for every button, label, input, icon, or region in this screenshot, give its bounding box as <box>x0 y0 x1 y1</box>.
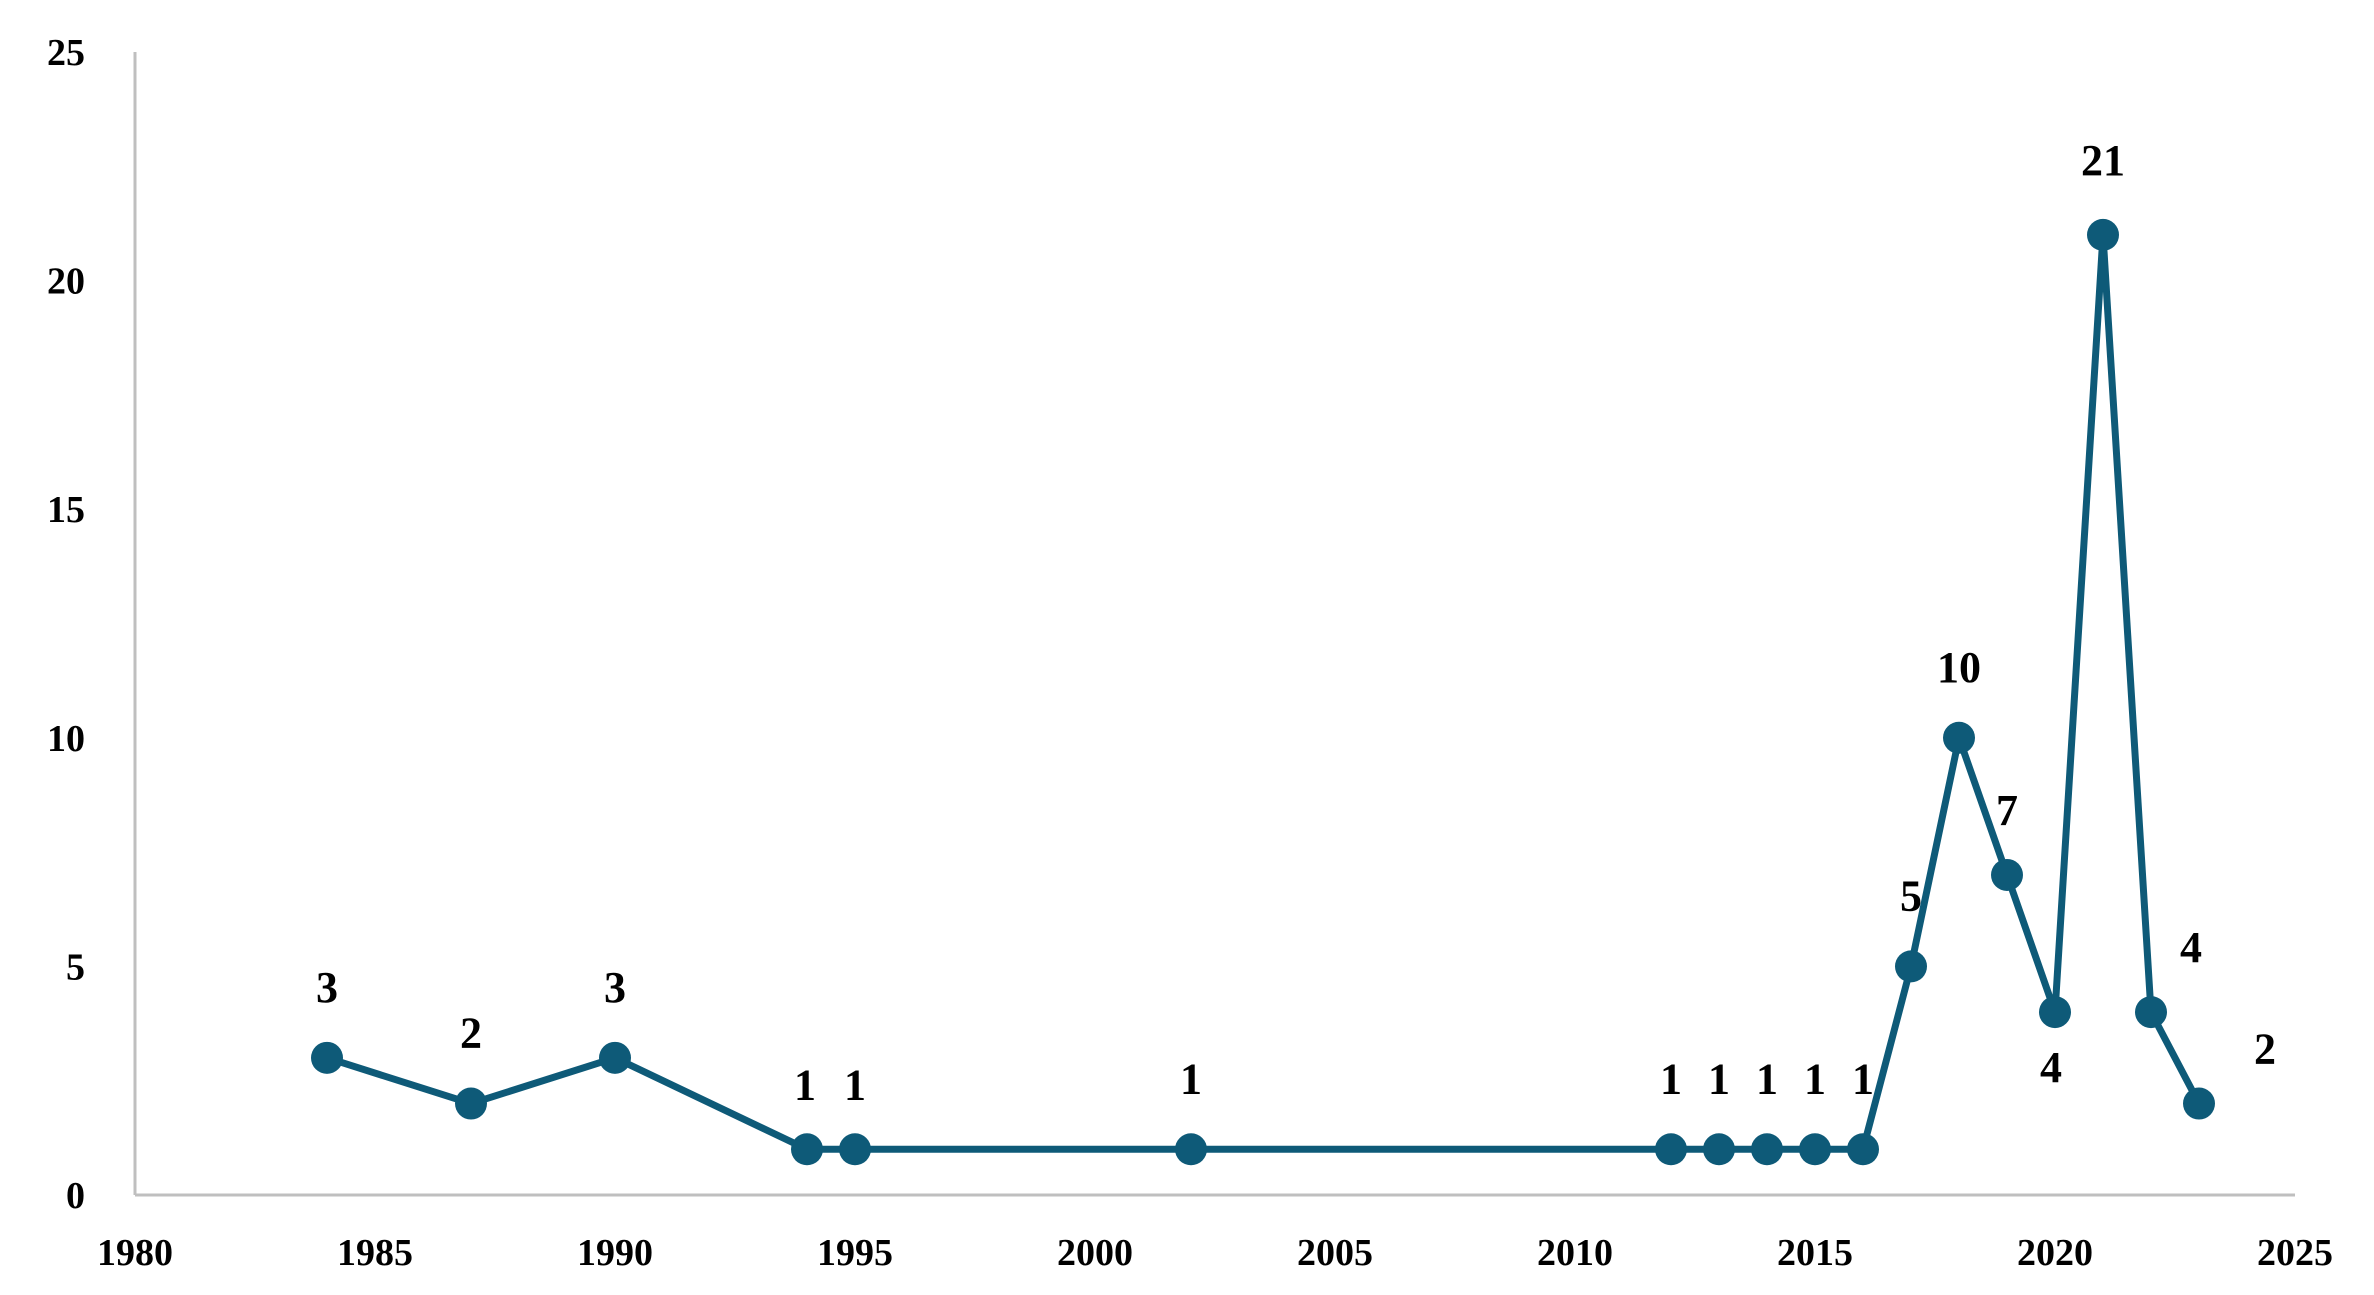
axes <box>133 52 2295 1197</box>
data-label: 2 <box>2254 1025 2276 1074</box>
data-label: 1 <box>1804 1054 1826 1103</box>
data-point <box>599 1041 631 1074</box>
series-group <box>311 218 2215 1166</box>
data-point <box>1703 1133 1735 1166</box>
data-label: 7 <box>1996 786 2018 835</box>
y-tick-label: 10 <box>47 718 85 760</box>
data-point <box>2039 996 2071 1029</box>
data-point <box>455 1087 487 1120</box>
data-point <box>1847 1133 1879 1166</box>
data-label: 1 <box>1180 1054 1202 1103</box>
y-tick-label: 0 <box>66 1175 85 1217</box>
data-label: 1 <box>1660 1054 1682 1103</box>
series-line <box>325 231 2203 1153</box>
y-tick-labels: 0 5 10 15 20 25 <box>47 32 85 1217</box>
data-point <box>1895 950 1927 983</box>
x-tick-label: 2015 <box>1777 1232 1853 1274</box>
x-tick-label: 2010 <box>1537 1232 1613 1274</box>
data-point <box>1799 1133 1831 1166</box>
y-tick-label: 5 <box>66 946 85 988</box>
data-point <box>1751 1133 1783 1166</box>
data-point <box>1991 858 2023 891</box>
data-label: 1 <box>844 1060 866 1109</box>
x-tick-label: 1995 <box>817 1232 893 1274</box>
y-tick-label: 25 <box>47 32 85 74</box>
x-tick-label: 2025 <box>2257 1232 2333 1274</box>
data-point <box>2135 996 2167 1029</box>
data-label: 4 <box>2180 923 2202 972</box>
data-label: 3 <box>604 963 626 1012</box>
x-tick-label: 1980 <box>97 1232 173 1274</box>
data-label: 5 <box>1900 871 1922 920</box>
data-point <box>1175 1133 1207 1166</box>
data-label: 3 <box>316 963 338 1012</box>
data-point <box>311 1041 343 1074</box>
x-tick-labels: 1980 1985 1990 1995 2000 2005 2010 2015 2020 2025 <box>97 1232 2333 1274</box>
data-label: 1 <box>1756 1054 1778 1103</box>
x-tick-label: 1985 <box>337 1232 413 1274</box>
data-label: 21 <box>2081 136 2125 185</box>
data-point <box>2183 1087 2215 1120</box>
data-point <box>1655 1133 1687 1166</box>
y-tick-label: 15 <box>47 489 85 531</box>
x-tick-label: 2020 <box>2017 1232 2093 1274</box>
y-tick-label: 20 <box>47 261 85 303</box>
data-point <box>2087 218 2119 251</box>
data-label: 1 <box>1852 1054 1874 1103</box>
x-tick-label: 2005 <box>1297 1232 1373 1274</box>
data-label: 1 <box>794 1060 816 1109</box>
data-label: 4 <box>2040 1043 2062 1092</box>
x-tick-label: 2000 <box>1057 1232 1133 1274</box>
data-label: 1 <box>1708 1054 1730 1103</box>
x-tick-label: 1990 <box>577 1232 653 1274</box>
data-point <box>1943 721 1975 754</box>
data-label: 10 <box>1937 643 1981 692</box>
data-point <box>839 1133 871 1166</box>
data-label: 2 <box>460 1009 482 1058</box>
data-point <box>791 1133 823 1166</box>
